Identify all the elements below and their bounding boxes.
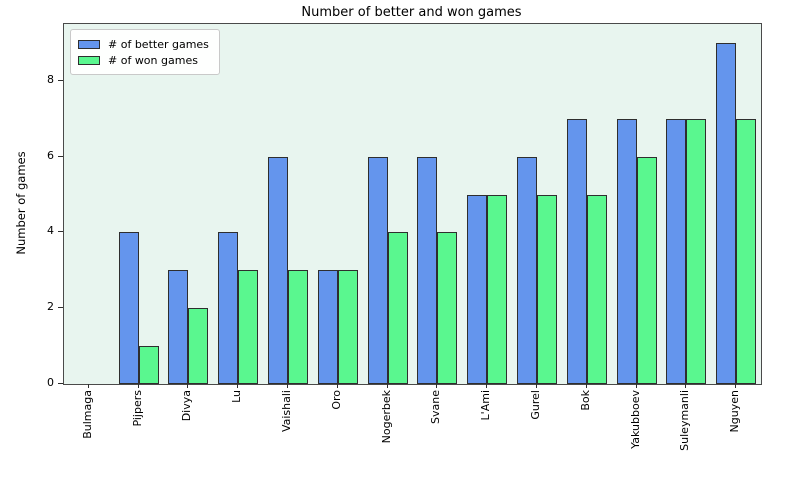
- bar-better-bok: [566, 119, 587, 384]
- x-axis-tick: [337, 384, 338, 388]
- legend-label-won-games: # of won games: [108, 53, 198, 67]
- y-tick-label: 2: [47, 300, 54, 313]
- y-tick-label: 4: [47, 224, 54, 237]
- bar-won-svane: [437, 232, 458, 384]
- x-axis-tick: [486, 384, 487, 388]
- legend-item-better-games: # of better games: [78, 36, 209, 52]
- x-axis-tick: [287, 384, 288, 388]
- bar-better-pijpers: [118, 232, 139, 384]
- y-axis-tick: [58, 156, 63, 157]
- legend: # of better games # of won games: [70, 29, 220, 75]
- y-axis-tick: [58, 307, 63, 308]
- bar-won-lu: [238, 270, 259, 384]
- bar-better-yakubboev: [616, 119, 637, 384]
- x-tick-label: Nogerbek: [380, 390, 393, 444]
- bar-better-divya: [168, 270, 189, 384]
- x-axis-tick: [685, 384, 686, 388]
- bar-won-l-ami: [487, 195, 508, 384]
- x-tick-label: Divya: [180, 390, 193, 422]
- x-tick-label: L'Ami: [479, 390, 492, 421]
- x-tick-label: Bok: [579, 390, 592, 411]
- x-tick-label: Vaishali: [280, 390, 293, 433]
- bar-better-vaishali: [268, 157, 289, 384]
- bar-better-nguyen: [716, 43, 737, 384]
- legend-swatch-better-games-icon: [78, 39, 100, 49]
- x-tick-label: Nguyen: [728, 390, 741, 433]
- bar-better-nogerbek: [367, 157, 388, 384]
- bar-won-nogerbek: [387, 232, 408, 384]
- x-tick-label: Bulmaga: [81, 390, 94, 439]
- y-tick-label: 0: [47, 376, 54, 389]
- legend-item-won-games: # of won games: [78, 52, 209, 68]
- bar-won-pijpers: [138, 346, 159, 384]
- x-tick-label: Svane: [429, 390, 442, 424]
- chart-title: Number of better and won games: [301, 5, 522, 20]
- bar-won-bok: [586, 195, 607, 384]
- bar-better-svane: [417, 157, 438, 384]
- x-axis-tick: [387, 384, 388, 388]
- bar-won-divya: [188, 308, 209, 384]
- y-axis-tick: [58, 383, 63, 384]
- x-axis-tick: [187, 384, 188, 388]
- y-tick-label: 6: [47, 149, 54, 162]
- bar-better-lu: [218, 232, 239, 384]
- y-axis-tick: [58, 231, 63, 232]
- x-axis-tick: [735, 384, 736, 388]
- bar-won-oro: [337, 270, 358, 384]
- x-tick-label: Oro: [330, 390, 343, 410]
- bar-won-gurel: [536, 195, 557, 384]
- x-axis-tick: [436, 384, 437, 388]
- x-tick-label: Pijpers: [131, 390, 144, 427]
- x-axis-tick: [138, 384, 139, 388]
- y-axis-tick: [58, 80, 63, 81]
- bar-better-gurel: [516, 157, 537, 384]
- x-tick-label: Yakubboev: [629, 390, 642, 449]
- x-axis-tick: [237, 384, 238, 388]
- bar-better-l-ami: [467, 195, 488, 384]
- legend-swatch-won-games-icon: [78, 55, 100, 65]
- x-axis-tick: [586, 384, 587, 388]
- bar-won-suleymanli: [686, 119, 707, 384]
- legend-label-better-games: # of better games: [108, 37, 209, 51]
- x-axis-tick: [536, 384, 537, 388]
- y-tick-label: 8: [47, 73, 54, 86]
- x-tick-label: Gurel: [529, 390, 542, 420]
- bar-won-yakubboev: [636, 157, 657, 384]
- bar-won-vaishali: [288, 270, 309, 384]
- bar-better-oro: [317, 270, 338, 384]
- bar-better-suleymanli: [666, 119, 687, 384]
- x-axis-tick: [636, 384, 637, 388]
- x-axis-tick: [88, 384, 89, 388]
- plot-area: [63, 23, 762, 385]
- bar-won-nguyen: [736, 119, 757, 384]
- x-tick-label: Lu: [230, 390, 243, 403]
- x-tick-label: Suleymanli: [678, 390, 691, 451]
